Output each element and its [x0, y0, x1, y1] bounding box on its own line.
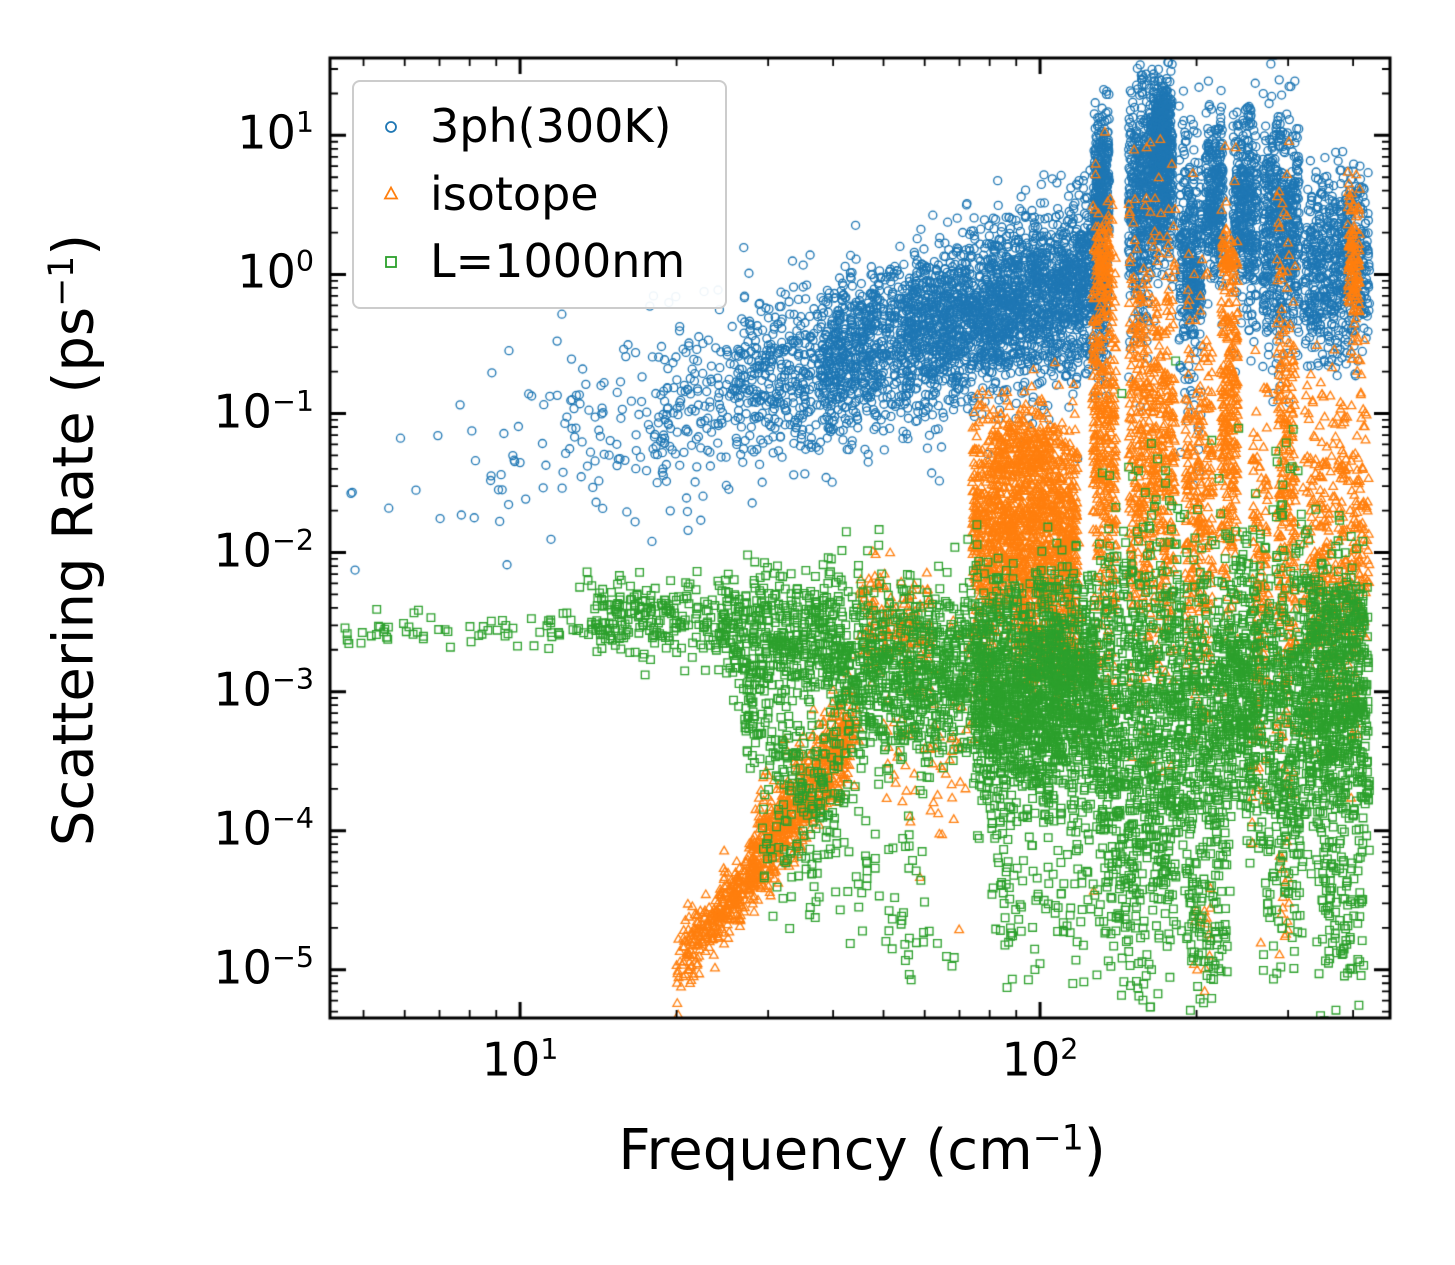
x-tick-label: 101 — [481, 1032, 559, 1087]
legend-label-L1000nm: L=1000nm — [430, 234, 686, 288]
y-axis-label: Scattering Rate (ps−1) — [42, 234, 107, 846]
x-axis-label-text: Frequency (cm — [618, 1118, 1033, 1183]
y-tick-label: 10−5 — [213, 940, 314, 995]
x-axis-label: Frequency (cm−1) — [618, 1118, 1105, 1183]
square-marker-icon — [385, 255, 397, 268]
y-axis-label-sup: −1 — [41, 255, 82, 307]
y-tick-label: 100 — [237, 244, 314, 299]
x-axis-label-suffix: ) — [1083, 1118, 1106, 1183]
y-tick-label: 10−3 — [213, 661, 314, 716]
legend-item-L1000nm: L=1000nm — [376, 233, 685, 291]
y-tick-label: 101 — [237, 105, 314, 160]
legend-item-3ph: 3ph(300K) — [376, 98, 685, 156]
legend: 3ph(300K) isotope L=1000nm — [352, 80, 728, 309]
legend-label-isotope: isotope — [430, 166, 599, 221]
legend-item-isotope: isotope — [376, 166, 685, 224]
x-tick-label: 102 — [1001, 1032, 1079, 1087]
y-tick-label: 10−2 — [213, 522, 314, 577]
circle-marker-icon — [385, 120, 397, 133]
legend-label-3ph: 3ph(300K) — [430, 99, 672, 153]
x-axis-label-sup: −1 — [1032, 1118, 1084, 1159]
triangle-marker-icon — [383, 185, 399, 200]
y-tick-label: 10−4 — [213, 801, 314, 856]
y-axis-label-text: Scattering Rate (ps — [41, 306, 107, 847]
y-axis-label-suffix: ) — [41, 233, 107, 256]
y-tick-label: 10−1 — [213, 383, 314, 438]
